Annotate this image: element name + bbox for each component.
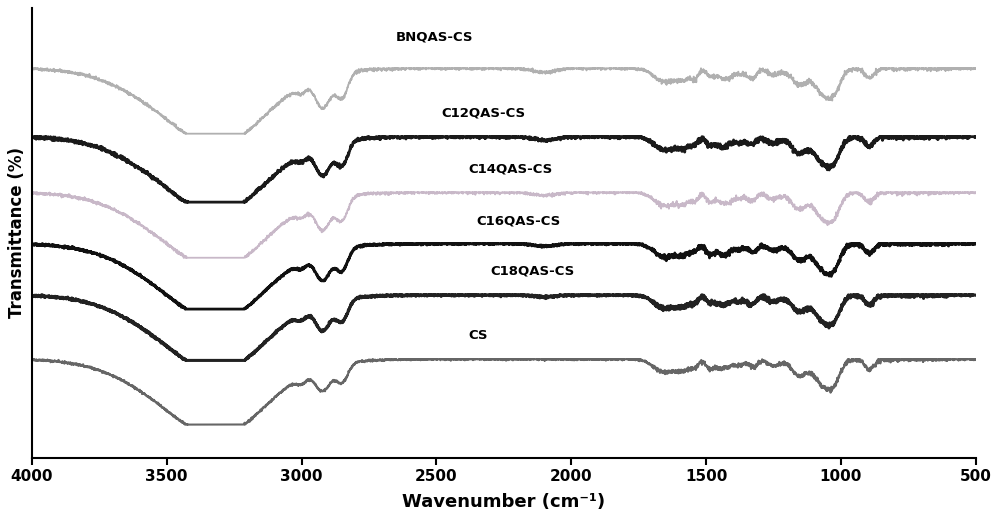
X-axis label: Wavenumber (cm⁻¹): Wavenumber (cm⁻¹) xyxy=(402,493,605,511)
Text: BNQAS-CS: BNQAS-CS xyxy=(396,31,473,44)
Y-axis label: Transmittance (%): Transmittance (%) xyxy=(8,147,26,319)
Text: C16QAS-CS: C16QAS-CS xyxy=(477,214,561,227)
Text: CS: CS xyxy=(469,329,488,342)
Text: C12QAS-CS: C12QAS-CS xyxy=(442,106,526,119)
Text: C18QAS-CS: C18QAS-CS xyxy=(490,265,575,278)
Text: C14QAS-CS: C14QAS-CS xyxy=(469,162,553,175)
